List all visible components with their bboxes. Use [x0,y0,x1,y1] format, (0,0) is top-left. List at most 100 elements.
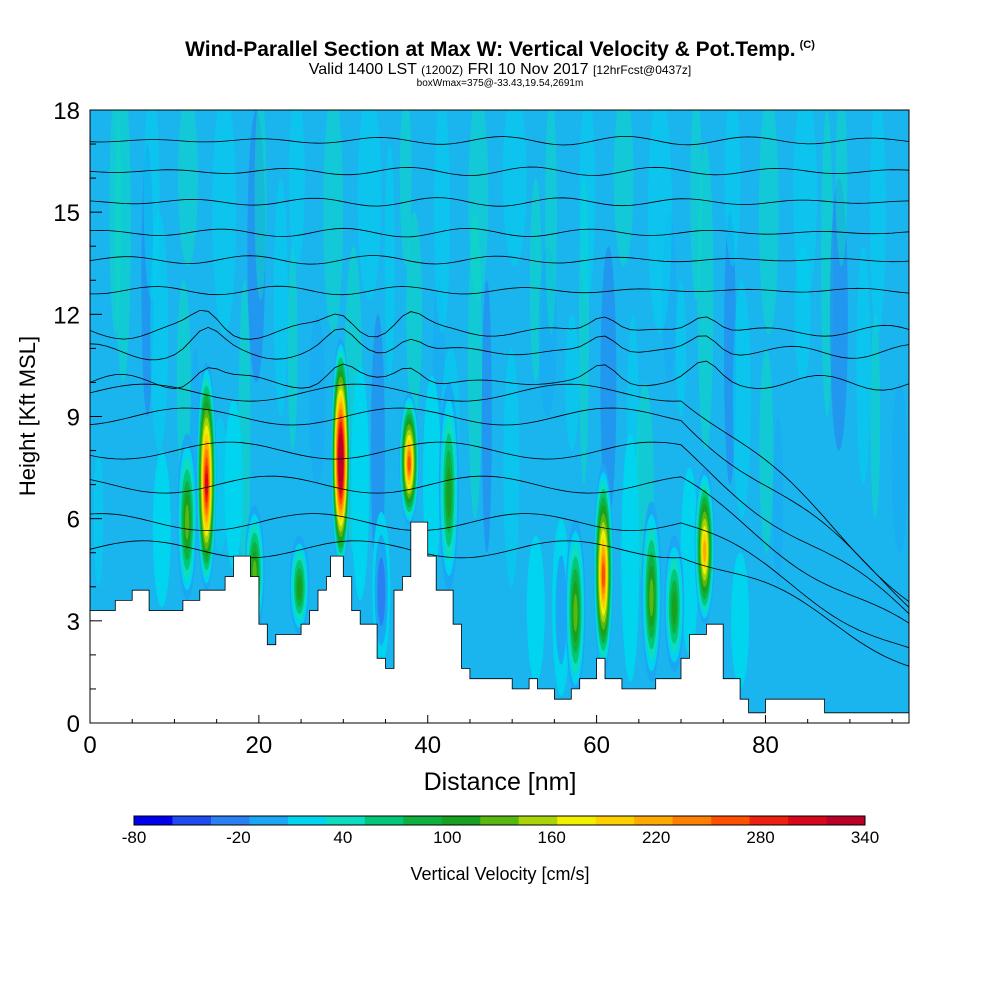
isentrope-line [90,197,909,207]
isentrope-line [90,513,909,649]
x-axis-label: Distance [nm] [424,768,577,796]
velocity-texture-streak [676,280,687,417]
downdraft-contour-band [351,365,370,601]
colorbar-frame [133,815,866,826]
velocity-texture-streak [724,110,741,267]
velocity-texture-streak [545,110,558,335]
isentrope-line [90,227,909,238]
colorbar-swatch [672,816,712,825]
copyright-mark: (C) [799,39,815,51]
terrain-mask [90,521,909,723]
subtitle-date: FRI 10 Nov 2017 [467,61,589,78]
updraft-contour-band [407,455,411,472]
velocity-texture-streak [758,110,779,335]
isentrope-line [90,136,909,146]
updraft-contour-band [573,594,578,632]
downdraft-contour-band [731,552,750,689]
velocity-texture-streak [613,110,634,267]
velocity-texture-streak [793,110,818,301]
velocity-texture-streak [481,280,492,553]
velocity-texture-streak [759,348,774,553]
velocity-texture-streak [273,178,288,417]
velocity-texture-streak [143,110,160,301]
subtitle-forecast: [12hrFcst@0437z] [593,63,692,77]
velocity-texture-streak [176,280,191,485]
y-tick-label: 9 [67,405,80,432]
velocity-texture-streak [565,314,580,451]
colorbar-tick-label: 40 [333,828,352,847]
updraft-core [641,501,662,683]
updraft-contour-band [671,591,677,625]
y-tick-label: 18 [53,98,80,125]
colorbar-swatch [364,816,404,825]
velocity-texture-streak [254,110,267,301]
colorbar-swatch [326,816,366,825]
colorbar-swatch [249,816,289,825]
x-tick-label: 60 [583,732,610,759]
updraft-contour-band [649,578,654,617]
colorbar-tick-label: 340 [851,828,879,847]
y-tick-label: 15 [53,200,80,227]
colorbar-swatch [210,816,250,825]
updraft-core [399,392,420,526]
velocity-texture-streak [212,110,237,335]
velocity-texture-streak [309,314,326,485]
colorbar-swatch [557,816,597,825]
x-tick-label: 20 [246,732,273,759]
velocity-texture-streak [869,110,886,335]
isentrope-line [90,166,909,177]
updraft-core [593,464,614,672]
isentrope-line [90,360,909,391]
y-axis-label: Height [Kft MSL] [15,336,40,496]
velocity-texture-streak [177,110,198,267]
updraft-contour-band [703,540,707,563]
isentrope-line [90,309,909,340]
isentrope-contours-layer [90,136,909,667]
updraft-contour-band [446,467,452,518]
colorbar-swatch [518,816,558,825]
isentrope-line [90,441,909,615]
velocity-texture-streak [690,110,703,301]
colorbar-tick-label: 280 [746,828,774,847]
chart-subtitle: Valid 1400 LST (1200Z) FRI 10 Nov 2017 [… [0,61,1000,79]
downdraft-contour-band [377,557,386,626]
downdraft-core [526,535,545,683]
colorbar-swatch [749,816,789,825]
velocity-texture-streak [502,110,527,267]
velocity-texture-streak [579,110,596,301]
velocity-texture-streak [773,416,784,587]
x-tick-label: 40 [414,732,441,759]
velocity-texture-streak [891,382,908,553]
x-axis: 0 20 40 60 80 [83,715,893,759]
updraft-contour-band [204,472,209,496]
updraft-core [196,362,217,591]
subtitle-utc: (1200Z) [421,63,464,77]
velocity-texture-streak [399,110,412,267]
y-tick-label: 6 [67,507,80,534]
chart-title: Wind-Parallel Section at Max W: Vertical… [0,38,1000,62]
colorbar-tick-label: -20 [226,828,251,847]
downdraft-core [621,433,640,683]
x-tick-label: 80 [752,732,779,759]
downdraft-contour-band [152,450,171,608]
colorbar-swatch [480,816,520,825]
velocity-texture-streak [732,280,751,519]
colorbar-swatch [287,816,327,825]
downdraft-contour-band [224,399,243,570]
colorbar-tick-label: 100 [433,828,461,847]
velocity-texture-streak [870,314,881,519]
downdraft-core [351,365,370,601]
downdraft-core [224,399,243,570]
velocity-texture-streak [109,110,122,335]
colorbar-swatch [711,816,751,825]
y-tick-label: 12 [53,302,80,329]
velocity-texture-streak [384,144,395,383]
updraft-contour-band [601,563,605,588]
updraft-core [565,518,586,696]
isentrope-line [90,285,909,296]
velocity-texture-streak [288,110,305,267]
colorbar-swatch [595,816,635,825]
colorbar-swatch [441,816,481,825]
y-axis: 0 3 6 9 12 15 18 [53,98,102,738]
